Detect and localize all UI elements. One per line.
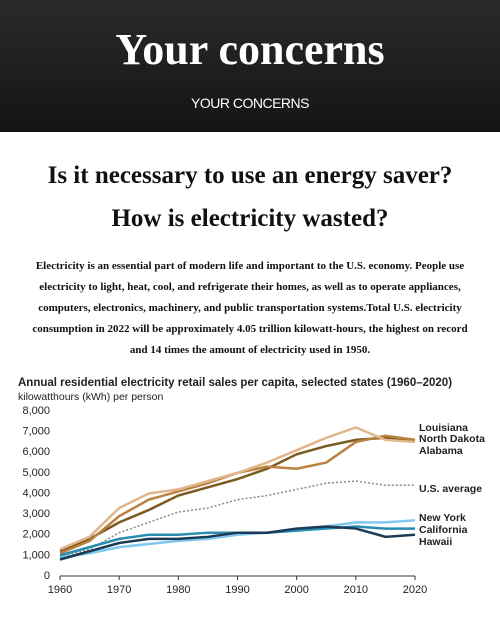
x-tick-label: 2000 — [284, 584, 308, 596]
chart: Annual residential electricity retail sa… — [18, 377, 485, 596]
y-tick-label: 4,000 — [22, 487, 50, 499]
chart-subtitle: kilowatthours (kWh) per person — [18, 391, 163, 403]
series-line — [59, 480, 415, 559]
series-line — [59, 525, 416, 561]
heading: How is electricity wasted? — [111, 205, 389, 232]
header: Your concerns YOUR CONCERNS — [0, 0, 500, 132]
x-tick-label: 2010 — [344, 584, 368, 596]
legend-label: U.S. average — [419, 483, 482, 495]
y-tick-label: 6,000 — [22, 446, 50, 458]
heading: Is it necessary to use an energy saver? — [47, 162, 453, 189]
legend-label: North Dakota — [419, 433, 485, 445]
header-title: Your concerns — [115, 25, 385, 74]
y-tick-label: 8,000 — [22, 405, 50, 417]
x-tick-label: 1980 — [166, 584, 190, 596]
y-tick-label: 2,000 — [22, 529, 50, 541]
series-line — [59, 426, 416, 551]
series-line — [59, 436, 416, 553]
x-tick-label: 2020 — [403, 584, 427, 596]
y-tick-label: 1,000 — [22, 549, 50, 561]
x-tick-label: 1960 — [48, 584, 72, 596]
y-tick-label: 0 — [44, 570, 50, 582]
header-subtitle: YOUR CONCERNS — [191, 95, 309, 111]
y-tick-label: 5,000 — [22, 467, 50, 479]
legend-label: Alabama — [419, 445, 463, 457]
chart-title: Annual residential electricity retail sa… — [18, 377, 452, 389]
legend-label: New York — [419, 512, 466, 524]
legend-label: Hawaii — [419, 536, 452, 548]
legend-label: Louisiana — [419, 422, 468, 434]
y-tick-label: 3,000 — [22, 508, 50, 520]
x-tick-label: 1990 — [225, 584, 249, 596]
legend-label: California — [419, 524, 468, 536]
paragraph: Electricity is an essential part of mode… — [32, 260, 468, 356]
x-tick-label: 1970 — [107, 584, 131, 596]
series-line — [59, 519, 416, 559]
y-tick-label: 7,000 — [22, 426, 50, 438]
